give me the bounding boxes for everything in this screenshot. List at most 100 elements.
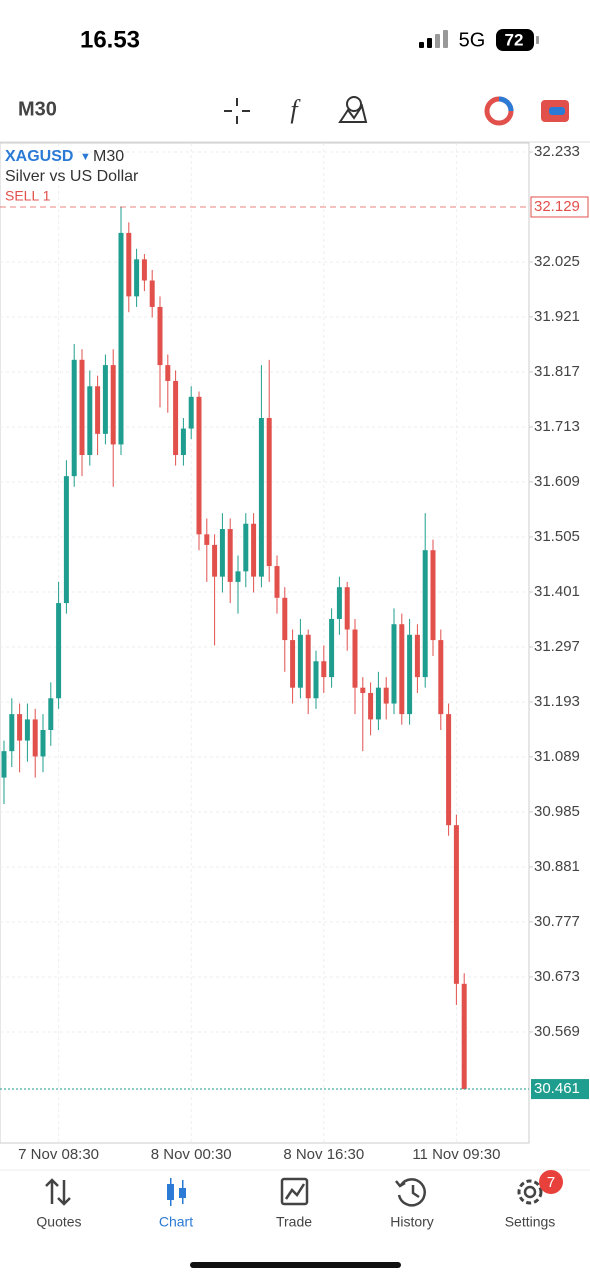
candle-body [375, 687, 381, 720]
nav-item[interactable]: Settings [505, 1214, 556, 1230]
candle-body [329, 618, 335, 678]
candle-body [173, 380, 179, 456]
candle-body [141, 259, 147, 281]
y-tick-label: 30.673 [534, 968, 580, 985]
candle-body [118, 232, 124, 445]
candle-body [212, 544, 218, 577]
candle-body [391, 624, 397, 704]
nav-item[interactable]: Chart [159, 1214, 193, 1230]
quotes-icon [45, 1178, 71, 1206]
candle-body [227, 529, 233, 582]
timeframe-button[interactable]: M30 [18, 98, 57, 120]
y-tick-label: 31.193 [534, 693, 580, 710]
candle-body [196, 396, 202, 535]
candle-body [399, 624, 405, 715]
y-tick-label: 30.881 [534, 858, 580, 875]
candle-body [321, 661, 327, 678]
chart: 32.233 32.025 31.921 31.817 31.713 31.609 31.5… [0, 143, 589, 1163]
nav-item[interactable]: Trade [276, 1214, 312, 1230]
candle-body [102, 365, 108, 434]
y-tick-label: 31.817 [534, 363, 580, 380]
battery-icon [496, 29, 534, 51]
candle-body [336, 587, 342, 619]
nav-item[interactable]: History [390, 1214, 434, 1230]
candle-body [79, 359, 85, 456]
candle-body [157, 306, 163, 366]
battery-tip [536, 36, 539, 44]
signals-button[interactable] [484, 96, 514, 126]
candle-body [235, 571, 241, 582]
chart-icon [167, 1178, 186, 1206]
chart-frame [0, 142, 530, 1144]
candle-body [438, 640, 444, 715]
sell-price-box [530, 196, 589, 218]
last-price-label: 30.461 [534, 1080, 580, 1097]
candle-body [305, 634, 311, 699]
candle-body [251, 523, 257, 577]
candle-body [126, 232, 132, 297]
candle-body [313, 661, 319, 699]
candle-body [461, 983, 467, 1090]
settings-badge-count: 7 [547, 1174, 555, 1191]
candle-body [258, 417, 264, 577]
y-tick-label: 32.233 [534, 143, 580, 160]
y-tick-label: 31.401 [534, 583, 580, 600]
order-label: SELL 1 [5, 188, 51, 204]
candle-body [422, 550, 428, 678]
candle-body [266, 417, 272, 567]
candle-body [360, 687, 366, 693]
candle-body [188, 396, 194, 429]
y-tick-label: 30.569 [534, 1023, 580, 1040]
x-tick-label: 7 Nov 08:30 [18, 1146, 99, 1163]
candle-body [40, 729, 46, 757]
candle-body [17, 714, 23, 741]
candle-body [165, 365, 171, 381]
candle-body [63, 476, 69, 604]
candle-body [430, 550, 436, 641]
candle-body [87, 386, 93, 456]
candle-body [290, 640, 296, 688]
symbol-dropdown[interactable]: ▼ [80, 151, 91, 163]
settings-icon [517, 1179, 543, 1205]
x-tick-label: 8 Nov 00:30 [151, 1146, 232, 1163]
candle-body [149, 280, 155, 307]
candle-body [219, 529, 225, 577]
candle-body [24, 719, 30, 741]
y-tick-label: 31.297 [534, 638, 580, 655]
bottom-nav: Quotes Chart Trade History Settings [36, 1214, 555, 1230]
network-label: 5G [459, 29, 486, 51]
home-indicator [190, 1262, 401, 1268]
crosshair-button[interactable] [224, 98, 250, 124]
symbol-label[interactable]: XAGUSD [5, 148, 73, 165]
candle-body [446, 714, 452, 826]
candle-body [407, 634, 413, 715]
x-tick-label: 8 Nov 16:30 [283, 1146, 364, 1163]
candle-body [383, 687, 389, 704]
candle-body [134, 259, 140, 297]
objects-button[interactable] [338, 96, 368, 123]
last-price-box [531, 1079, 589, 1100]
chart-timeframe: M30 [93, 148, 124, 165]
indicators-button[interactable]: f [290, 95, 301, 124]
nav-item[interactable]: Quotes [36, 1214, 81, 1230]
history-icon [395, 1178, 426, 1207]
y-tick-label: 30.777 [534, 913, 580, 930]
candle-body [48, 698, 54, 730]
y-tick-label: 31.921 [534, 308, 580, 325]
signal-icon [419, 30, 448, 48]
y-tick-label: 32.025 [534, 253, 580, 270]
candle-body [297, 634, 303, 688]
sell-price-label: 32.129 [534, 198, 580, 215]
candle-body [32, 719, 38, 757]
candle-body [453, 825, 459, 984]
candle-body [352, 629, 358, 688]
candle-body [71, 359, 77, 477]
settings-badge [539, 1170, 563, 1194]
candle-body [9, 714, 15, 752]
candle-body [243, 523, 249, 572]
candle-body [204, 534, 210, 545]
candle-body [110, 365, 116, 445]
trade-button[interactable] [541, 100, 569, 122]
y-tick-label: 31.089 [534, 748, 580, 765]
x-tick-label: 11 Nov 09:30 [412, 1146, 500, 1163]
